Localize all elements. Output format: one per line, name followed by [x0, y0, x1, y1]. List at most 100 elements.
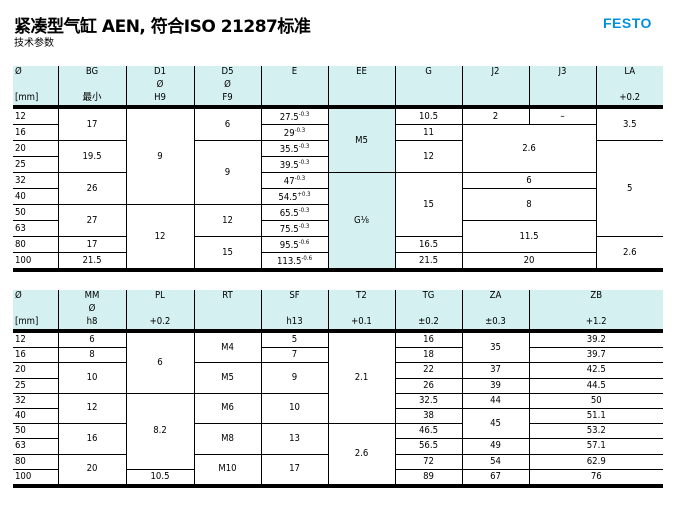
cell-g: 11 [394, 124, 463, 141]
cell-mm: 16 [57, 423, 127, 455]
header-line: H9 [154, 92, 166, 103]
cell-g: 10.5 [394, 106, 463, 125]
tolerance: -0.3 [298, 143, 310, 150]
cell-ee: G⅛ [327, 172, 396, 272]
cell-j3: – [528, 106, 597, 125]
cell-g: 21.5 [394, 252, 463, 272]
header-line [195, 316, 261, 329]
cell-mm: 6 [57, 330, 127, 349]
cell-tg: 18 [394, 347, 463, 364]
cell-tg: 56.5 [394, 438, 463, 455]
cell-pl: 8.2 [125, 392, 195, 470]
cell-bg: 21.5 [57, 252, 127, 272]
cell-dia: 50 [13, 204, 59, 221]
cell-bg: 17 [57, 236, 127, 253]
table-row: 25 39.5-0.3 [13, 156, 663, 173]
dimensions-table-1: Ø [mm] BG 最小 D1 Ø H9 D5 Ø F9 E EE G J2 J3 LA +0.2 12 17 9 6 2… [13, 66, 663, 272]
table-row: 63 56.5 49 57.1 [13, 438, 663, 455]
column-header-d5: D5 Ø F9 [193, 66, 262, 109]
tolerance: -0.3 [294, 127, 306, 134]
header-line: E [291, 66, 298, 77]
cell-rt: M4 [193, 330, 262, 364]
header-line: Ø [15, 66, 22, 77]
cell-dia: 12 [13, 106, 59, 125]
cell-dia: 25 [13, 156, 59, 173]
cell-tg: 26 [394, 377, 463, 394]
cell-e: 35.5-0.3 [260, 140, 329, 157]
cell-mm: 10 [57, 362, 127, 394]
cell-tg: 46.5 [394, 423, 463, 440]
cell-za: 49 [461, 438, 530, 455]
header-line: SF [289, 290, 300, 301]
cell-rt: M6 [193, 392, 262, 425]
cell-e: 113.5-0.6 [260, 252, 329, 272]
header-line: ±0.2 [418, 316, 439, 327]
cell-rt: M5 [193, 362, 262, 394]
header-line: EE [356, 66, 367, 77]
header-line [530, 92, 596, 105]
column-header-j3: J3 [528, 66, 597, 109]
tolerance: -0.3 [294, 175, 306, 182]
cell-dia: 40 [13, 188, 59, 205]
cell-dia: 100 [13, 252, 59, 272]
cell-zb: 50 [528, 392, 663, 409]
cell-dia: 63 [13, 220, 59, 237]
cell-t2: 2.6 [327, 423, 396, 488]
cell-e: 47-0.3 [260, 172, 329, 189]
cell-zb: 39.7 [528, 347, 663, 364]
cell-mm: 8 [57, 347, 127, 364]
header-line: RT [222, 290, 233, 301]
header-line: TG [422, 290, 435, 301]
table-row: 50 16 M8 13 2.6 46.5 53.2 [13, 423, 663, 488]
cell-tg: 32.5 [394, 392, 463, 409]
cell-sf: 13 [260, 423, 329, 455]
header-line: h13 [286, 316, 303, 327]
header-line [530, 303, 664, 316]
header-line [195, 303, 261, 316]
header-line: MM [84, 290, 100, 301]
header-line: ZA [489, 290, 502, 301]
value: 75.5 [279, 224, 299, 235]
column-header-za: ZA ±0.3 [461, 290, 530, 333]
cell-zb: 51.1 [528, 407, 663, 425]
column-header-la: LA +0.2 [595, 66, 663, 109]
cell-bg: 27 [57, 204, 127, 237]
header-line: h8 [86, 316, 98, 327]
value: 54.5 [278, 192, 298, 203]
cell-zb: 76 [528, 468, 663, 488]
table-row: 25 26 39 44.5 [13, 377, 663, 394]
tolerance: -0.3 [298, 207, 310, 214]
cell-la: 5 [595, 140, 663, 237]
cell-tg: 22 [394, 362, 463, 379]
cell-bg: 19.5 [57, 140, 127, 173]
cell-j23: 6 [461, 172, 597, 189]
value: 27.5 [279, 112, 299, 123]
header-line: ±0.3 [485, 316, 506, 327]
column-header-zb: ZB +1.2 [528, 290, 664, 333]
header-line [262, 303, 328, 316]
table-row: 12 6 6 M4 5 2.1 16 35 39.2 [13, 330, 663, 425]
cell-dia: 50 [13, 423, 59, 440]
cell-sf: 5 [260, 330, 329, 349]
cell-za: 67 [461, 468, 530, 488]
cell-dia: 12 [13, 330, 59, 349]
cell-dia: 80 [13, 453, 59, 470]
header-line: ZB [590, 290, 603, 301]
header-line: Ø [15, 290, 22, 301]
header-line [396, 303, 462, 316]
cell-mm: 20 [57, 453, 127, 488]
header-line: LA [624, 66, 636, 77]
header-line [262, 79, 328, 92]
cell-j23: 11.5 [461, 220, 597, 253]
value: 39.5 [279, 160, 299, 171]
cell-tg: 89 [394, 468, 463, 488]
value: 29 [283, 128, 295, 139]
cell-dia: 100 [13, 468, 59, 488]
cell-sf: 17 [260, 453, 329, 488]
cell-pl: 10.5 [125, 468, 195, 488]
cell-zb: 62.9 [528, 453, 663, 470]
cell-dia: 32 [13, 172, 59, 189]
table-row: 32 26 47-0.3 G⅛ 15 6 [13, 172, 663, 272]
